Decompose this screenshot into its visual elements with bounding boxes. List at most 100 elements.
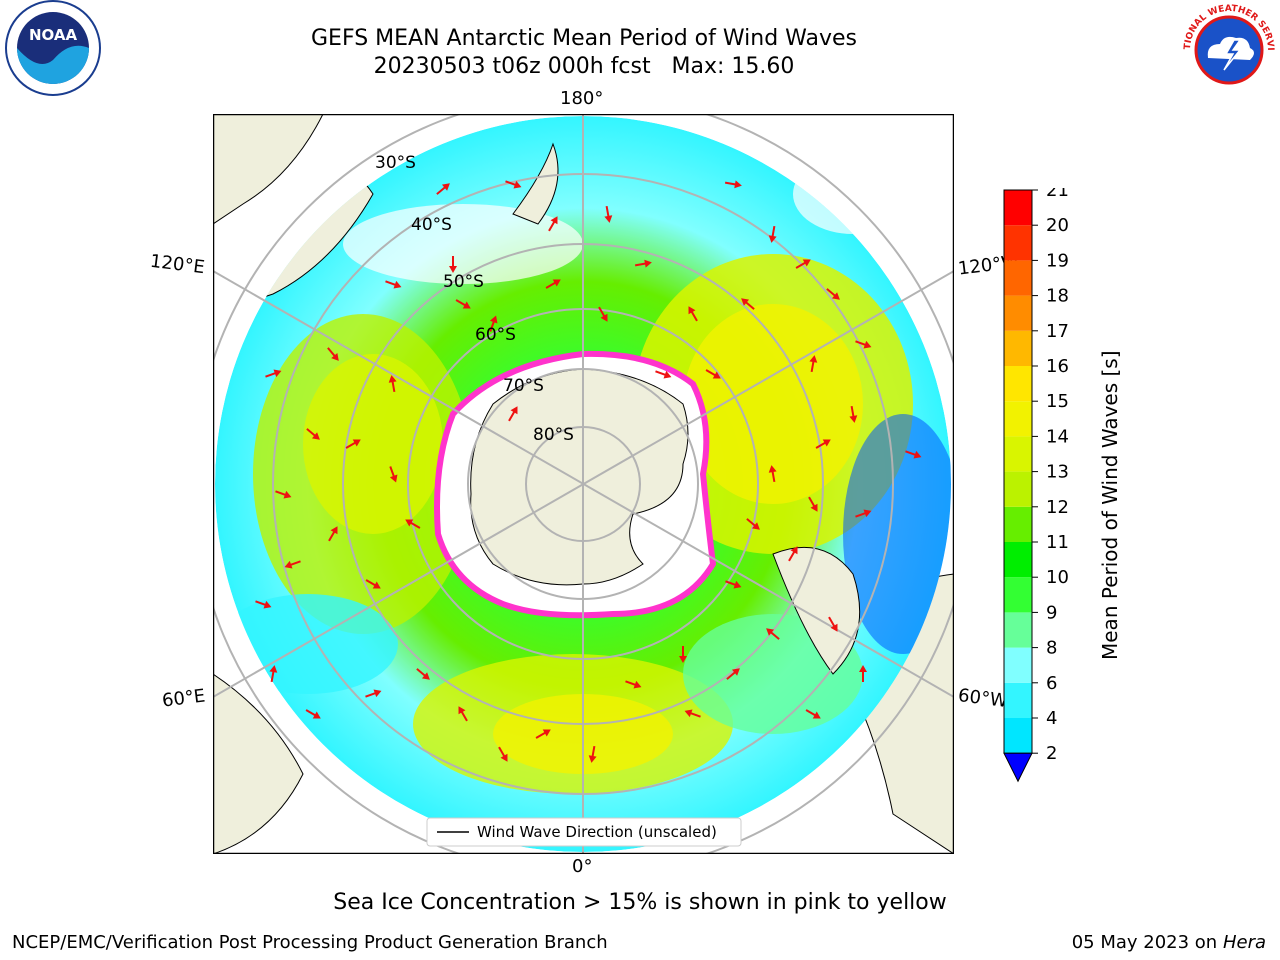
wind-wave-arrow [345, 439, 361, 449]
wind-wave-arrow [805, 709, 821, 719]
sea-ice-note: Sea Ice Concentration > 15% is shown in … [333, 890, 947, 915]
colorbar-tick-label: 10 [1046, 567, 1069, 588]
colorbar-label: Mean Period of Wind Waves [s] [1098, 350, 1122, 660]
wind-wave-arrow [416, 668, 430, 680]
lat-label-50s: 50°S [443, 272, 484, 292]
colorbar-block [1004, 295, 1032, 331]
colorbar-block [1004, 577, 1032, 613]
wind-wave-arrow [328, 526, 338, 542]
wind-wave-arrow [498, 746, 508, 762]
wind-wave-arrow [327, 347, 339, 361]
footer-date: 05 May 2023 on Hera [1072, 932, 1266, 953]
wind-wave-arrow [768, 225, 777, 243]
wind-wave-arrow [389, 466, 398, 483]
wind-wave-arrow [634, 259, 652, 268]
colorbar-tick-label: 11 [1046, 532, 1069, 553]
footer-credit: NCEP/EMC/Verification Post Processing Pr… [12, 932, 608, 953]
legend-label: Wind Wave Direction (unscaled) [477, 823, 717, 841]
map-title: GEFS MEAN Antarctic Mean Period of Wind … [311, 26, 857, 51]
nws-logo: NATIONAL WEATHER SERVICE [1178, 0, 1276, 97]
map-subtitle-date: 20230503 t06z 000h fcst Max: 15.60 [373, 54, 795, 79]
footer-date-text: 05 May 2023 on [1071, 932, 1218, 953]
wind-wave-arrow [436, 183, 450, 195]
wind-wave-arrow [859, 665, 867, 682]
wind-wave-arrow [505, 180, 522, 189]
colorbar-block [1004, 612, 1032, 648]
colorbar-tick-label: 14 [1046, 426, 1069, 447]
wind-wave-arrows [255, 180, 922, 763]
wind-wave-arrow [808, 496, 818, 512]
colorbar-block [1004, 471, 1032, 507]
wind-wave-arrow [766, 628, 780, 640]
colorbar-tick-label: 8 [1046, 638, 1057, 659]
lon-label-0: 0° [572, 856, 593, 877]
lat-label-80s: 80°S [533, 425, 574, 445]
wind-wave-arrow [365, 579, 381, 589]
wind-wave-arrow [855, 509, 872, 518]
colorbar-block [1004, 366, 1032, 402]
colorbar: 2 4 6 8 9 10 11 12 13 14 15 16 17 18 19 20 21 [1003, 188, 1069, 783]
wind-wave-arrow [265, 369, 282, 378]
wind-wave-arrow [405, 519, 421, 529]
colorbar-block [1004, 718, 1032, 754]
wind-wave-arrow [598, 306, 608, 322]
colorbar-tick-label: 2 [1046, 743, 1057, 764]
wind-wave-arrow [388, 375, 397, 393]
wind-wave-arrow [688, 306, 698, 322]
colorbar-block [1004, 401, 1032, 437]
wind-wave-arrow [725, 580, 742, 589]
wind-wave-arrow [275, 490, 292, 499]
colorbar-block [1004, 542, 1032, 578]
wind-wave-arrow [284, 560, 301, 569]
wind-wave-arrow [905, 450, 922, 459]
lat-label-40s: 40°S [411, 215, 452, 235]
wind-wave-arrow [365, 689, 382, 698]
wind-wave-arrow [449, 256, 457, 273]
colorbar-block [1004, 506, 1032, 542]
lon-label-60e: 60°E [160, 685, 207, 712]
wind-wave-arrow [305, 709, 321, 719]
wind-wave-arrow [746, 518, 760, 530]
wind-wave-arrow [741, 298, 755, 310]
wind-wave-arrow [548, 216, 558, 232]
colorbar-tick-label: 6 [1046, 673, 1057, 694]
colorbar-tick-label: 4 [1046, 708, 1057, 729]
wind-wave-arrow [726, 668, 740, 680]
footer-host: Hera [1222, 932, 1266, 953]
colorbar-block [1004, 260, 1032, 296]
wind-wave-arrow [625, 680, 642, 689]
wind-wave-arrow [855, 340, 872, 349]
wind-wave-arrow [458, 706, 468, 722]
colorbar-block [1004, 436, 1032, 472]
lon-label-180: 180° [560, 88, 604, 109]
colorbar-block [1004, 682, 1032, 718]
wind-wave-arrow [604, 205, 613, 223]
noaa-logo: NOAA [5, 0, 101, 96]
colorbar-tick-label: 20 [1046, 215, 1069, 236]
wind-wave-arrow [655, 370, 672, 379]
colorbar-tick-label: 18 [1046, 286, 1069, 307]
lat-label-70s: 70°S [503, 376, 544, 396]
colorbar-tick-label: 9 [1046, 602, 1057, 623]
graticule [213, 114, 954, 854]
wind-wave-arrow [705, 369, 721, 379]
wind-wave-arrow [684, 709, 701, 718]
wind-wave-arrow [269, 665, 278, 683]
lat-label-30s: 30°S [375, 153, 416, 173]
wind-wave-arrow [306, 428, 320, 440]
lat-label-60s: 60°S [475, 325, 516, 345]
colorbar-block [1004, 647, 1032, 683]
colorbar-tick-label: 17 [1046, 321, 1069, 342]
noaa-logo-text: NOAA [29, 26, 78, 44]
wind-wave-arrow [588, 745, 597, 763]
wind-wave-arrow [788, 546, 798, 562]
wind-wave-arrow [724, 180, 742, 189]
wind-wave-arrow [545, 279, 561, 289]
wind-wave-arrow [255, 600, 272, 609]
colorbar-tick-label: 12 [1046, 497, 1069, 518]
wind-wave-arrow [768, 465, 777, 483]
wind-wave-arrow [385, 280, 402, 289]
colorbar-tick-label: 16 [1046, 356, 1069, 377]
colorbar-tick-label: 19 [1046, 250, 1069, 271]
colorbar-tick-label: 15 [1046, 391, 1069, 412]
